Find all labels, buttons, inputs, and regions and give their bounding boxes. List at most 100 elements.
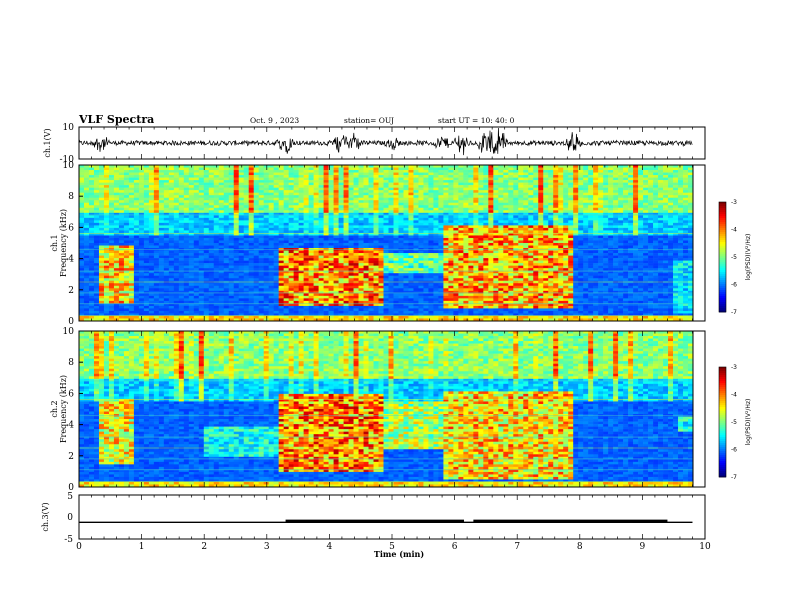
spectrogram-cell <box>98 207 105 211</box>
spectrogram-cell <box>133 202 140 206</box>
spectrogram-cell <box>203 293 210 297</box>
spectrogram-cell <box>213 195 220 199</box>
spectrogram-cell <box>238 182 245 186</box>
spectrogram-cell <box>93 197 100 201</box>
spectrogram-cell <box>448 182 454 186</box>
spectrogram-cell <box>88 197 95 201</box>
spectrogram-cell <box>283 182 289 186</box>
spectrogram-cell <box>118 253 125 256</box>
spectrogram-cell <box>418 310 424 314</box>
spectrogram-cell <box>218 237 225 241</box>
spectrogram-cell <box>143 212 150 216</box>
spectrogram-cell <box>433 318 439 322</box>
spectrogram-cell <box>368 222 374 226</box>
spectrogram-cell <box>448 222 454 226</box>
spectrogram-cell <box>108 232 115 236</box>
spectrogram-cell <box>293 165 299 168</box>
spectrogram-cell <box>103 318 110 322</box>
spectrogram-cell <box>198 293 205 297</box>
spectrogram-cell <box>413 167 419 171</box>
spectrogram-cell <box>388 170 394 173</box>
spectrogram-cell <box>288 177 294 181</box>
spectrogram-cell <box>328 315 334 319</box>
spectrogram-cell <box>138 215 145 219</box>
spectrogram-cell <box>178 318 185 322</box>
spectrogram-cell <box>418 293 424 297</box>
spectrogram-cell <box>213 290 220 294</box>
spectrogram-cell <box>288 197 294 201</box>
spectrogram-cell <box>208 255 215 259</box>
spectrogram-cell <box>253 278 260 282</box>
spectrogram-cell <box>218 235 225 239</box>
spectrogram-cell <box>338 165 344 168</box>
spectrogram-cell <box>433 205 439 209</box>
spectrogram-cell <box>368 187 374 191</box>
spectrogram-cell <box>448 175 454 178</box>
spectrogram-cell <box>398 290 404 294</box>
spectrogram-cell <box>303 315 309 319</box>
spectrogram-cell <box>433 253 439 256</box>
spectrogram-cell <box>338 273 344 277</box>
spectrogram-cell <box>343 260 349 264</box>
spectrogram-cell <box>318 235 324 239</box>
spectrogram-cell <box>378 305 384 309</box>
spectrogram-cell <box>318 195 324 199</box>
spectrogram-cell <box>453 278 459 282</box>
spectrogram-cell <box>378 177 384 181</box>
spectrogram-cell <box>123 222 130 226</box>
spectrogram-cell <box>213 230 220 234</box>
spectrogram-cell <box>158 318 165 322</box>
spectrogram-cell <box>288 310 294 314</box>
spectrogram-cell <box>343 230 349 234</box>
spectrogram-cell <box>343 200 349 204</box>
spectrogram-cell <box>353 243 359 246</box>
spectrogram-cell <box>473 170 479 173</box>
spectrogram-cell <box>208 235 215 239</box>
spectrogram-cell <box>263 283 269 287</box>
spectrogram-cell <box>438 315 444 319</box>
spectrogram-cell <box>448 313 454 317</box>
spectrogram-cell <box>423 205 429 209</box>
spectrogram-cell <box>273 255 279 259</box>
spectrogram-cell <box>178 227 185 231</box>
spectrogram-cell <box>133 235 140 239</box>
spectrogram-cell <box>168 243 175 246</box>
spectrogram-cell <box>193 217 200 221</box>
spectrogram-cell <box>383 315 389 319</box>
spectrogram-cell <box>403 273 409 277</box>
spectrogram-cell <box>218 288 225 292</box>
spectrogram-cell <box>363 310 369 314</box>
spectrogram-cell <box>168 182 175 186</box>
spectrogram-cell <box>228 210 235 214</box>
spectrogram-cell <box>408 177 414 181</box>
spectrogram-cell <box>98 318 105 322</box>
spectrogram-cell <box>253 268 260 271</box>
spectrogram-cell <box>323 187 329 191</box>
spectrogram-cell <box>213 245 220 249</box>
spectrogram-cell <box>463 283 469 287</box>
spectrogram-cell <box>123 318 130 322</box>
spectrogram-cell <box>283 200 289 204</box>
spectrogram-cell <box>303 225 309 229</box>
spectrogram-cell <box>433 265 439 269</box>
spectrogram-cell <box>403 167 409 171</box>
spectrogram-cell <box>233 180 240 183</box>
spectrogram-cell <box>83 253 90 256</box>
spectrogram-cell <box>228 165 235 168</box>
spectrogram-cell <box>123 212 130 216</box>
spectrogram-cell <box>273 170 279 173</box>
spectrogram-cell <box>358 273 364 277</box>
spectrogram-cell <box>168 295 175 299</box>
spectrogram-cell <box>248 303 255 307</box>
spectrogram-cell <box>228 190 235 193</box>
spectrogram-cell <box>178 288 185 292</box>
spectrogram-cell <box>278 245 284 249</box>
spectrogram-cell <box>418 202 424 206</box>
spectrogram-cell <box>473 195 479 199</box>
spectrogram-cell <box>128 167 135 171</box>
spectrogram-cell <box>373 190 379 193</box>
spectrogram-cell <box>178 308 185 312</box>
spectrogram-cell <box>133 190 140 193</box>
spectrogram-cell <box>313 263 319 266</box>
spectrogram-cell <box>428 212 434 216</box>
